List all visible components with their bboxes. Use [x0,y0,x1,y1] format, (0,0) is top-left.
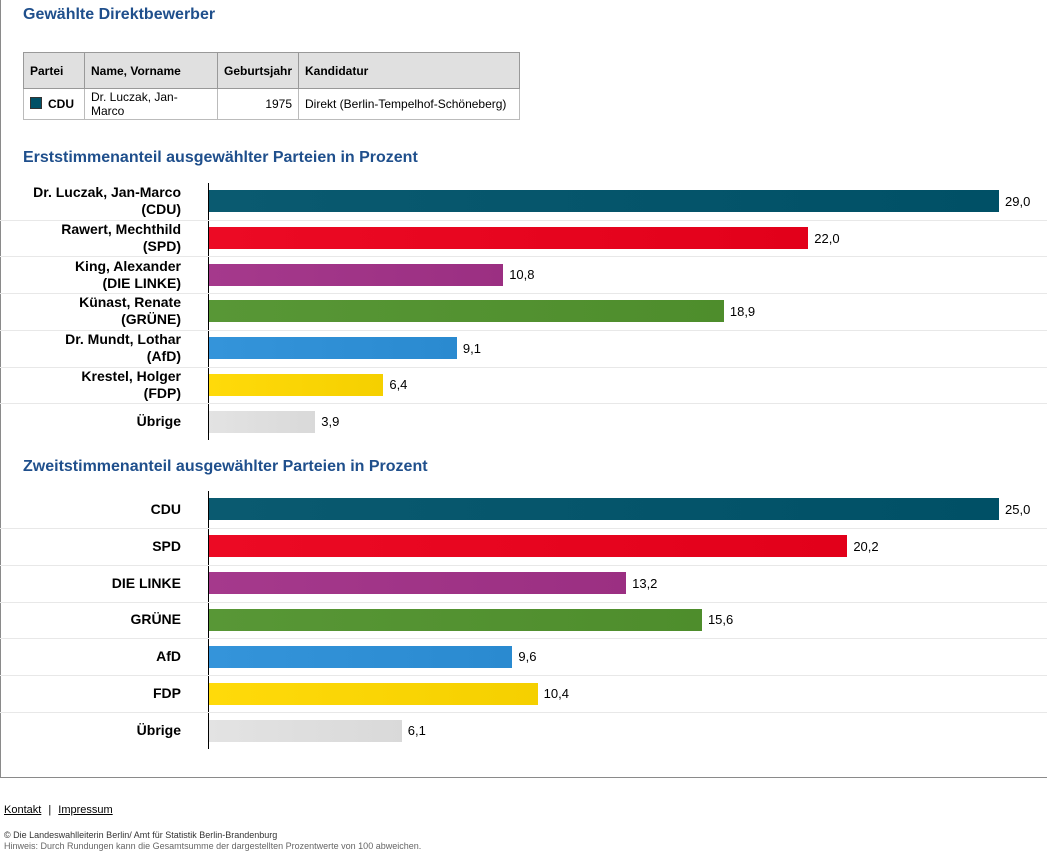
bar-category-label: GRÜNE [130,611,181,628]
bar [209,373,384,396]
bar-row: Dr. Mundt, Lothar (AfD) 9,1 [0,330,1047,368]
bar [209,572,627,595]
cell-party: CDU [23,88,85,120]
bar-row: Künast, Renate (GRÜNE) 18,9 [0,293,1047,331]
bar [209,190,999,213]
table-row: CDU Dr. Luczak, Jan-Marco 1975 Direkt (B… [23,88,521,120]
bar-row: AfD 9,6 [0,638,1047,677]
bar [209,719,402,742]
bar-row: DIE LINKE 13,2 [0,565,1047,603]
bar-value-label: 9,1 [462,340,481,356]
bar [209,263,504,286]
footer-separator: | [48,804,52,816]
second-vote-heading: Zweitstimmenanteil ausgewählter Parteien… [23,458,428,475]
bar-value-label: 18,9 [729,303,756,319]
bar-row: FDP 10,4 [0,675,1047,714]
bar-row: GRÜNE 15,6 [0,602,1047,640]
bar-value-label: 20,2 [853,538,879,554]
bar-row: CDU 25,0 [0,491,1047,529]
rounding-hint: Hinweis: Durch Rundungen kann die Gesamt… [4,841,422,851]
bar-category-label: FDP [153,685,181,702]
cell-name: Dr. Luczak, Jan-Marco [84,88,218,120]
bar-row: Rawert, Mechthild (SPD) 22,0 [0,220,1047,258]
bar [209,498,999,521]
bar-category-label: Übrige [136,413,181,430]
party-name: CDU [48,97,74,111]
bar-category-label: CDU [150,500,181,517]
kontakt-link[interactable]: Kontakt [4,804,42,816]
bar-value-label: 3,9 [321,414,340,430]
bar-value-label: 6,1 [407,723,426,739]
table-header-row: Partei Name, Vorname Geburtsjahr Kandida… [23,52,521,89]
bar-row: King, Alexander (DIE LINKE) 10,8 [0,256,1047,295]
bar-value-label: 15,6 [707,612,734,628]
bar-value-label: 6,4 [389,377,408,393]
bar-category-label: Dr. Mundt, Lothar (AfD) [65,331,181,365]
bar-value-label: 29,0 [1005,193,1031,209]
bar [209,337,457,360]
cell-year: 1975 [216,88,300,120]
bar [209,645,513,668]
first-vote-heading: Erststimmenanteil ausgewählter Parteien … [23,149,418,166]
bar-category-label: Dr. Luczak, Jan-Marco (CDU) [33,184,181,218]
bar-category-label: SPD [152,537,181,554]
bar-category-label: DIE LINKE [111,574,181,591]
bar-value-label: 10,8 [509,267,535,283]
chart-axis [208,491,209,749]
chart-axis [208,183,209,440]
content-frame [0,0,1047,778]
col-header-year: Geburtsjahr [216,52,300,89]
cell-candidacy: Direkt (Berlin-Tempelhof-Schöneberg) [298,88,521,120]
bar-value-label: 22,0 [814,230,840,246]
copyright-text: © Die Landeswahlleiterin Berlin/ Amt für… [4,830,278,840]
col-header-party: Partei [23,52,85,89]
impressum-link[interactable]: Impressum [58,804,113,816]
bar-category-label: AfD [156,648,181,665]
bar-value-label: 25,0 [1005,501,1031,517]
footer-links: Kontakt | Impressum [4,804,113,816]
bar [209,608,702,631]
bar-category-label: King, Alexander (DIE LINKE) [74,257,181,291]
bar-row: Übrige 3,9 [0,403,1047,440]
col-header-name: Name, Vorname [84,52,218,89]
second-vote-chart: CDU 25,0 SPD 20,2 DIE LINKE 13,2 GRÜNE 15,6 AfD 9… [0,491,1047,749]
elected-heading: Gewählte Direktbewerber [23,6,216,23]
bar-row: SPD 20,2 [0,528,1047,566]
bar-value-label: 10,4 [543,686,569,702]
bar-category-label: Krestel, Holger (FDP) [81,367,181,401]
candidate-table: Partei Name, Vorname Geburtsjahr Kandida… [23,52,521,120]
bar-category-label: Übrige [136,722,181,739]
bar-category-label: Künast, Renate (GRÜNE) [79,294,181,328]
party-color-swatch [30,97,42,109]
bar-value-label: 9,6 [518,649,537,665]
bar [209,227,809,250]
bar-value-label: 13,2 [632,575,658,591]
bar [209,535,848,558]
bar-row: Übrige 6,1 [0,712,1047,749]
bar-row: Krestel, Holger (FDP) 6,4 [0,367,1047,405]
first-vote-chart: Dr. Luczak, Jan-Marco (CDU) 29,0 Rawert, Me… [0,183,1047,440]
col-header-candidacy: Kandidatur [298,52,521,89]
bar [209,300,724,323]
bar [209,410,316,433]
bar-category-label: Rawert, Mechthild (SPD) [61,221,181,255]
bar-row: Dr. Luczak, Jan-Marco (CDU) 29,0 [0,183,1047,221]
bar [209,682,538,705]
